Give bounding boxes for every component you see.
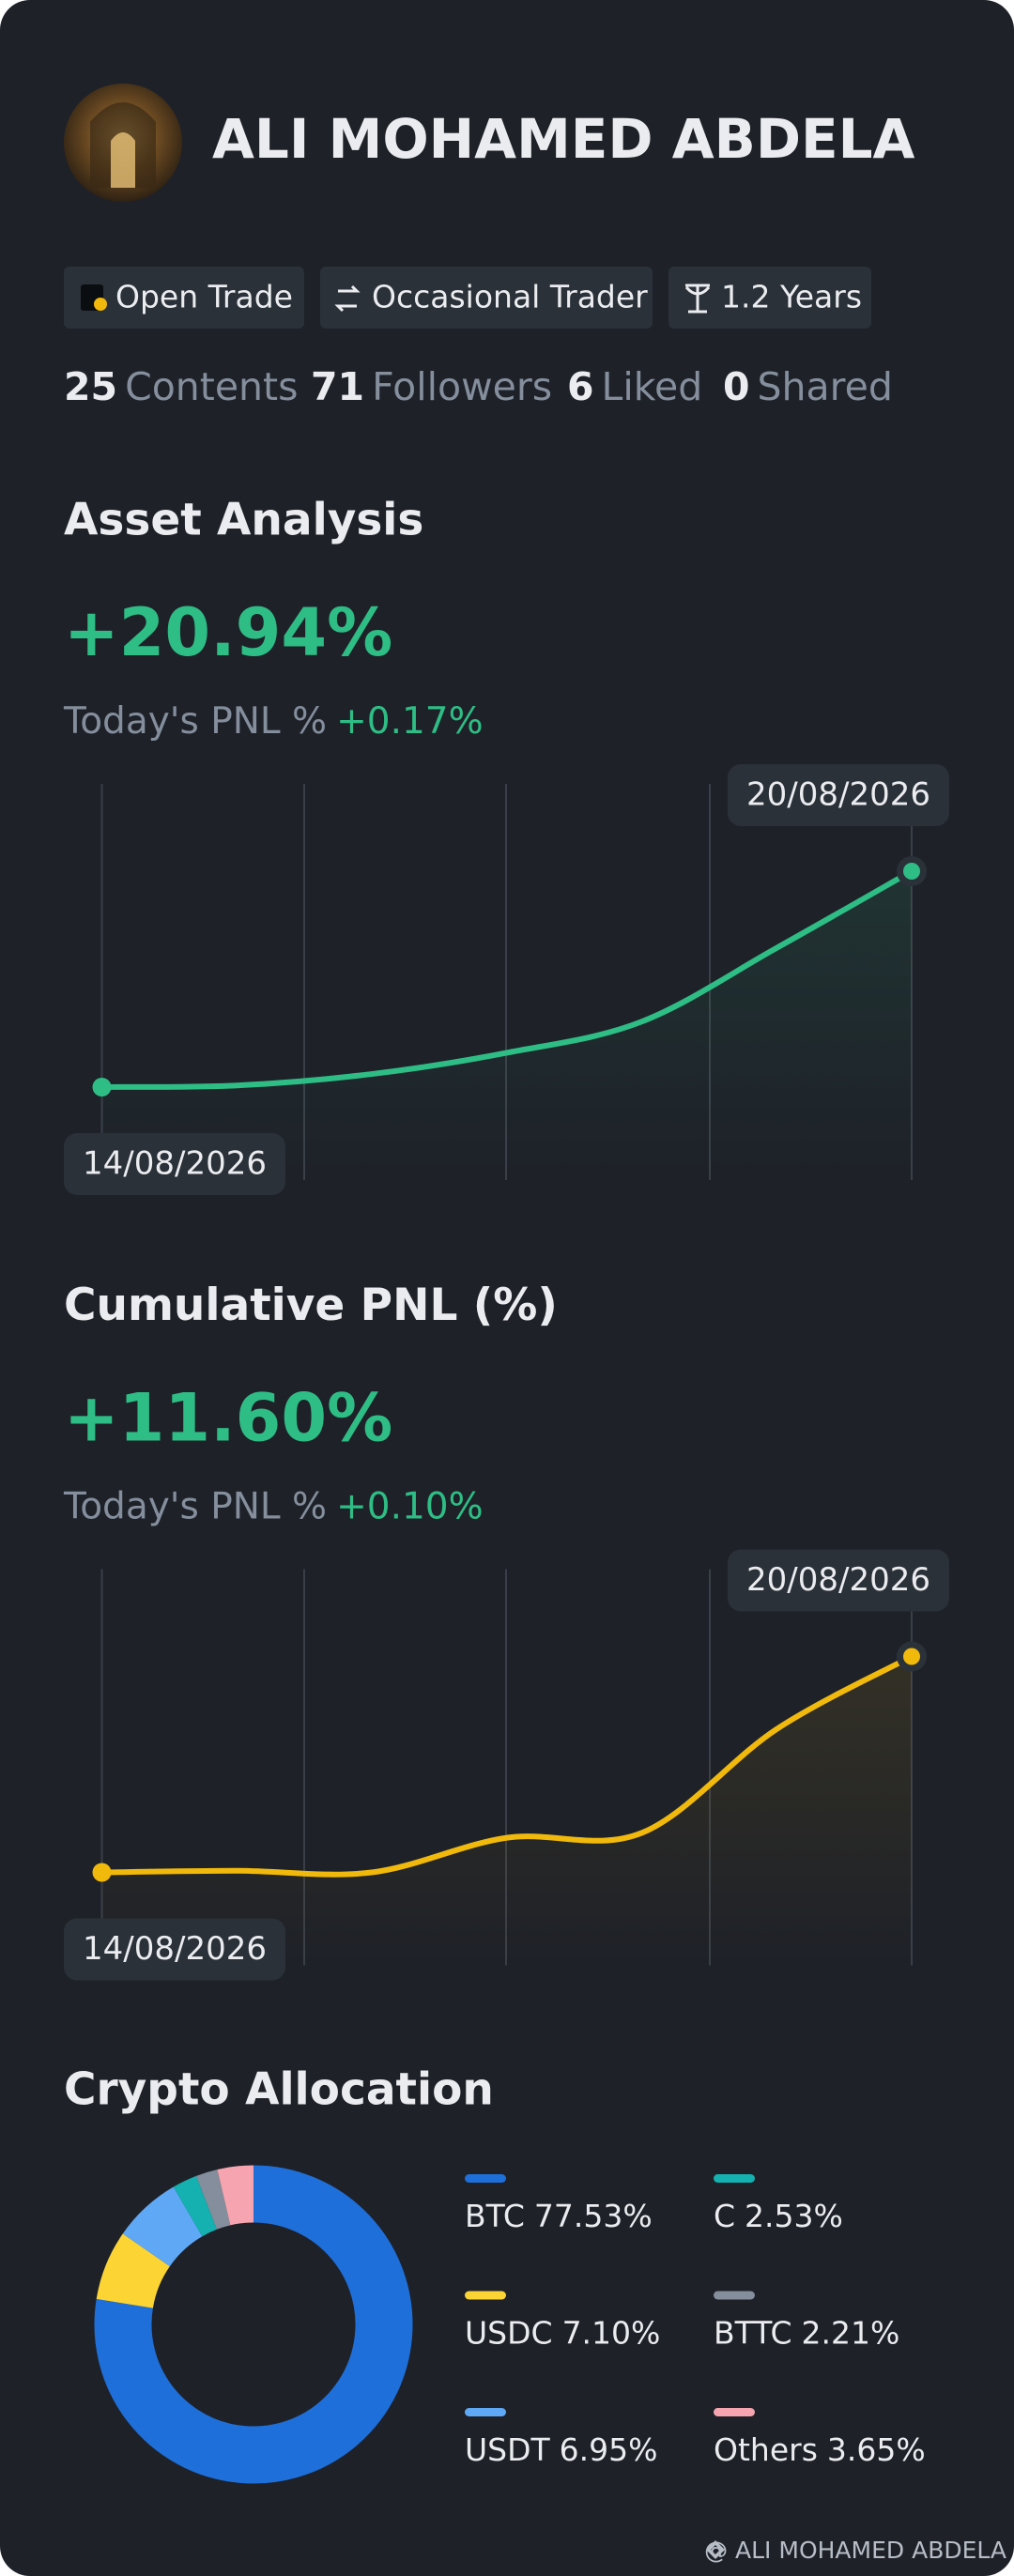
stat-count: 25	[64, 364, 117, 409]
headline: +20.94%	[64, 594, 392, 671]
pnl: Today's PNL % +0.17%	[63, 700, 484, 743]
stat: 25 Contents	[64, 364, 298, 409]
stat-label: Contents	[125, 364, 298, 409]
badge-text: Open Trade	[115, 279, 293, 315]
date-box	[728, 1549, 949, 1612]
badge-text: Occasional Trader	[372, 279, 648, 315]
pnl-label: Today's PNL %	[63, 700, 327, 743]
legend-swatch	[714, 2291, 755, 2300]
legend-entry: BTC 77.53%	[465, 2198, 653, 2234]
donut-slice	[122, 2186, 204, 2267]
legend-value: 2.53%	[745, 2198, 843, 2234]
stat: 71 Followers	[311, 364, 552, 409]
date-label: 20/08/2026	[746, 1561, 930, 1599]
date-label: 20/08/2026	[746, 776, 930, 814]
stat-label: Liked	[602, 364, 703, 409]
section-title: Cumulative PNL (%)	[64, 1280, 558, 1331]
point	[92, 1863, 112, 1882]
donut-slice	[195, 2169, 231, 2230]
sections: Asset Analysis+20.94%Today's PNL % +0.17%…	[63, 495, 949, 1981]
date-box	[64, 1918, 285, 1981]
pnl-value: +0.17%	[336, 700, 484, 743]
legend-entry: C 2.53%	[714, 2198, 843, 2234]
stat: 6 Liked	[567, 364, 702, 409]
pnl-label: Today's PNL %	[63, 1485, 327, 1527]
legend-value: 3.65%	[827, 2431, 926, 2468]
point	[903, 863, 920, 880]
legend-entry: BTTC 2.21%	[714, 2314, 899, 2351]
donut-slice	[173, 2175, 218, 2237]
legend-name: C	[714, 2198, 735, 2234]
legend-name: USDC	[465, 2314, 553, 2351]
area	[101, 1656, 912, 1966]
stat-label: Shared	[758, 364, 893, 409]
stat: 0 Shared	[723, 364, 893, 409]
donut-slice	[96, 2233, 171, 2309]
legend-swatch	[465, 2408, 506, 2416]
legend-name: USDT	[465, 2431, 551, 2468]
point	[903, 1648, 920, 1665]
area	[101, 871, 912, 1180]
legend-value: 6.95%	[560, 2431, 658, 2468]
section-title: Asset Analysis	[64, 495, 423, 546]
legend-swatch	[465, 2291, 506, 2300]
headline: +11.60%	[64, 1380, 392, 1457]
line	[99, 868, 914, 1090]
badge-icon	[334, 284, 361, 313]
point	[92, 1078, 112, 1096]
legend-entry: USDT 6.95%	[465, 2431, 658, 2468]
donut-slice	[94, 2165, 413, 2484]
pnl: Today's PNL % +0.10%	[63, 1485, 484, 1527]
legend-entry: Others 3.65%	[714, 2431, 926, 2468]
date-box	[728, 764, 949, 826]
stat-count: 6	[567, 364, 594, 409]
stat-label: Followers	[372, 364, 552, 409]
legend-value: 7.10%	[562, 2314, 661, 2351]
profile-name: ALI MOHAMED ABDELA	[212, 107, 915, 171]
badge	[64, 267, 304, 329]
legend-swatch	[714, 2174, 755, 2183]
pnl-value: +0.10%	[336, 1485, 484, 1527]
footer: @ ALI MOHAMED ABDELA	[704, 2537, 1006, 2564]
stats: 25 Contents 71 Followers 6 Liked 0 Shared	[64, 364, 893, 409]
avatar-detail	[111, 132, 135, 188]
legend-entry: USDC 7.10%	[465, 2314, 660, 2351]
section-title: Crypto Allocation	[64, 2064, 494, 2116]
legend-name: Others	[714, 2431, 818, 2468]
date-label: 14/08/2026	[83, 1145, 267, 1183]
legend-name: BTC	[465, 2198, 525, 2234]
badge	[320, 267, 653, 329]
footer-icon	[706, 2540, 725, 2559]
donut-slice	[217, 2165, 254, 2226]
date-box	[64, 1133, 285, 1195]
badge-icon	[684, 284, 711, 314]
allocation-chart: BTC 77.53% USDC 7.10% USDT 6.95% C 2.53% BTTC 2.2…	[94, 2165, 926, 2484]
legend-value: 2.21%	[801, 2314, 899, 2351]
legend-name: BTTC	[714, 2314, 791, 2351]
legend-swatch	[465, 2174, 506, 2183]
legend-swatch	[714, 2408, 755, 2416]
date-label: 14/08/2026	[83, 1930, 267, 1968]
stat-count: 71	[311, 364, 364, 409]
line	[99, 1653, 914, 1878]
badge-text: 1.2 Years	[721, 279, 862, 315]
legend-value: 77.53%	[534, 2198, 653, 2234]
badge	[668, 267, 871, 329]
badge-icon	[94, 298, 107, 311]
stat-count: 0	[723, 364, 750, 409]
